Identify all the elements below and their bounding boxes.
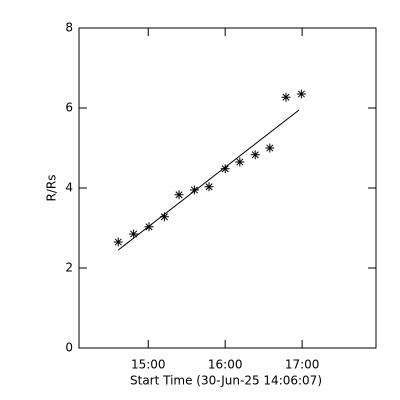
y-tick-label: 4 [65,181,73,195]
fit-line [117,109,300,251]
asterisk-marker [220,164,230,174]
y-tick-label: 0 [65,341,73,355]
x-axis-label: Start Time (30-Jun-25 14:06:07) [130,374,322,388]
asterisk-marker [204,182,214,192]
asterisk-marker [189,185,199,195]
asterisk-marker [113,237,123,247]
asterisk-marker [281,92,291,102]
y-tick-label: 2 [65,261,73,275]
y-tick-label: 8 [65,21,73,35]
plot-frame [78,27,377,349]
asterisk-marker [129,229,139,239]
y-axis-label: R/Rs [45,175,59,202]
asterisk-marker [296,89,306,99]
asterisk-marker [174,190,184,200]
x-tick-label: 17:00 [285,358,320,372]
asterisk-marker [159,212,169,222]
asterisk-marker [265,143,275,153]
asterisk-marker [235,157,245,167]
x-tick-label: 15:00 [131,358,166,372]
x-tick-label: 16:00 [208,358,243,372]
y-tick-label: 6 [65,101,73,115]
asterisk-marker [250,150,260,160]
